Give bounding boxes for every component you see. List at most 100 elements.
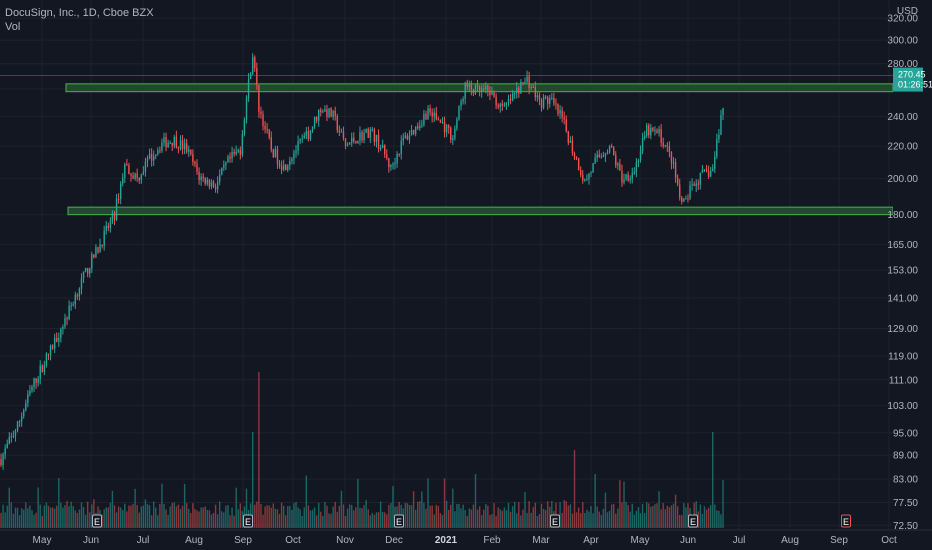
time-axis-tick-label: Jun <box>680 535 696 546</box>
symbol-title[interactable]: DocuSign, Inc., 1D, Cboe BZX <box>5 7 154 19</box>
candle <box>369 127 371 144</box>
candle-body <box>379 147 382 149</box>
candle-body <box>468 83 470 87</box>
volume-bar <box>629 511 631 528</box>
volume-bar <box>254 504 256 528</box>
candle <box>565 115 567 133</box>
candle <box>159 146 161 154</box>
candle-body <box>231 151 233 159</box>
candle <box>16 420 19 433</box>
volume-bar <box>635 510 638 528</box>
candle-body <box>344 138 347 146</box>
candle <box>258 84 260 118</box>
candle <box>604 152 607 163</box>
volume-bar <box>369 515 371 528</box>
candle-body <box>670 151 673 164</box>
volume-bar <box>89 512 91 528</box>
volume-bar <box>313 507 316 528</box>
candle-body <box>262 114 264 126</box>
candle-body <box>196 163 198 172</box>
candle <box>150 148 153 167</box>
volume-bar <box>666 505 669 528</box>
candle <box>528 71 530 95</box>
volume-bar <box>429 505 431 528</box>
candle-body <box>563 117 565 120</box>
candle-body <box>456 119 458 129</box>
candle <box>53 333 56 353</box>
candle <box>196 159 198 175</box>
volume-bar <box>41 515 43 528</box>
volume-bar <box>311 509 314 528</box>
volume-bar <box>119 507 122 528</box>
candle <box>499 102 501 113</box>
volume-bar <box>408 504 411 528</box>
volume-bar <box>278 514 281 528</box>
candle-body <box>270 137 272 150</box>
volume-bar <box>64 505 66 528</box>
candle-body <box>84 267 87 272</box>
candle-body <box>208 179 211 187</box>
candle-body <box>247 79 250 98</box>
candle <box>39 360 41 385</box>
candle-body <box>596 154 598 158</box>
volume-bar <box>142 505 145 528</box>
volume-bar <box>454 511 456 528</box>
volume-bar <box>200 507 202 528</box>
candle-body <box>714 156 716 169</box>
volume-bar <box>0 512 2 528</box>
volume-bar <box>338 505 341 528</box>
time-axis-tick-label: May <box>631 535 650 546</box>
candle <box>353 132 355 144</box>
volume-bar <box>268 505 270 528</box>
candle-body <box>82 271 85 279</box>
candle-body <box>105 225 107 231</box>
volume-bar <box>437 506 440 528</box>
volume-bar <box>167 515 169 528</box>
candle <box>464 81 466 105</box>
candle <box>223 160 225 172</box>
candle <box>111 210 114 224</box>
candle-body <box>132 175 134 179</box>
volume-bar <box>58 478 60 528</box>
candle-body <box>712 168 714 171</box>
candle-body <box>414 126 417 134</box>
candle-body <box>555 103 557 105</box>
volume-bar <box>258 372 260 528</box>
volume-bar <box>264 506 266 528</box>
candle <box>270 131 272 153</box>
candle <box>41 364 43 373</box>
volume-bar <box>27 508 29 528</box>
candle <box>505 102 508 110</box>
candle <box>573 151 576 161</box>
volume-bar <box>45 502 48 528</box>
candle <box>676 174 679 187</box>
volume-bar <box>435 504 437 528</box>
candle-body <box>334 110 336 117</box>
candle <box>421 119 423 128</box>
candle-body <box>311 126 314 131</box>
candle <box>243 117 246 137</box>
candle-body <box>419 125 421 129</box>
candle-body <box>697 183 699 185</box>
candle-body <box>602 156 605 158</box>
time-axis[interactable]: May Jun Jul Aug Sep Oct Nov Dec 2021 Feb Mar Apr May… <box>0 529 932 546</box>
candle <box>410 124 413 136</box>
candle <box>699 172 702 190</box>
volume-bar <box>39 504 41 528</box>
candle-body <box>629 178 631 181</box>
volume-bar <box>23 509 25 528</box>
volume-bar <box>144 499 147 528</box>
candle-body <box>138 177 140 181</box>
future-earnings-marker-letter: E <box>843 517 849 527</box>
candle <box>183 138 186 155</box>
candle <box>666 142 669 153</box>
volume-indicator-label[interactable]: Vol <box>5 21 21 33</box>
candle-body <box>64 318 66 328</box>
candle-body <box>6 443 8 449</box>
candle-body <box>66 318 68 320</box>
volume-bar <box>699 504 702 528</box>
candle-body <box>35 378 37 383</box>
volume-bar <box>662 502 664 528</box>
volume-bar <box>660 509 662 528</box>
